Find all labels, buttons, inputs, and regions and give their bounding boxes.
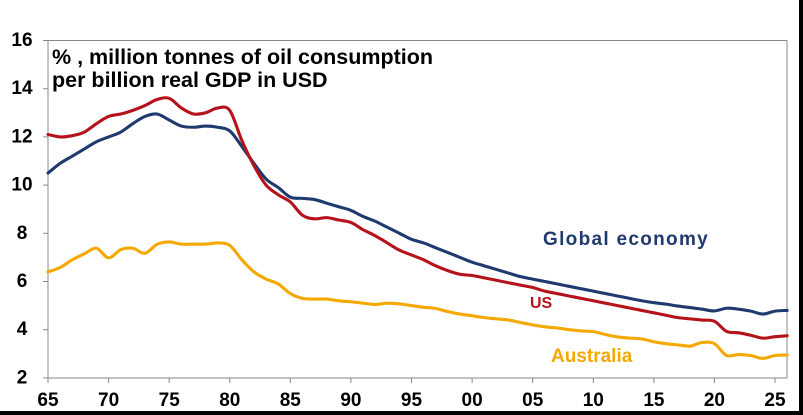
svg-text:US: US xyxy=(530,295,553,312)
svg-text:10: 10 xyxy=(583,390,604,411)
svg-text:05: 05 xyxy=(522,390,544,411)
svg-text:2: 2 xyxy=(17,367,28,388)
svg-text:12: 12 xyxy=(11,126,32,147)
svg-text:70: 70 xyxy=(98,390,119,411)
svg-text:85: 85 xyxy=(280,390,302,411)
svg-text:75: 75 xyxy=(159,390,181,411)
svg-text:10: 10 xyxy=(11,175,32,196)
svg-text:Australia: Australia xyxy=(551,346,633,367)
svg-text:25: 25 xyxy=(764,390,786,411)
svg-text:Global economy: Global economy xyxy=(543,229,709,250)
svg-text:20: 20 xyxy=(704,390,725,411)
svg-text:14: 14 xyxy=(11,78,33,99)
svg-text:6: 6 xyxy=(17,271,28,292)
svg-text:90: 90 xyxy=(340,390,361,411)
svg-text:00: 00 xyxy=(462,390,483,411)
svg-text:8: 8 xyxy=(17,223,28,244)
svg-text:65: 65 xyxy=(37,390,59,411)
svg-text:4: 4 xyxy=(17,319,28,340)
svg-text:% , million tonnes of oil cons: % , million tonnes of oil consumption xyxy=(52,45,433,69)
svg-text:80: 80 xyxy=(219,390,240,411)
svg-text:15: 15 xyxy=(643,390,665,411)
svg-text:95: 95 xyxy=(401,390,423,411)
svg-text:per billion real GDP in USD: per billion real GDP in USD xyxy=(52,68,328,92)
svg-text:16: 16 xyxy=(11,30,32,51)
